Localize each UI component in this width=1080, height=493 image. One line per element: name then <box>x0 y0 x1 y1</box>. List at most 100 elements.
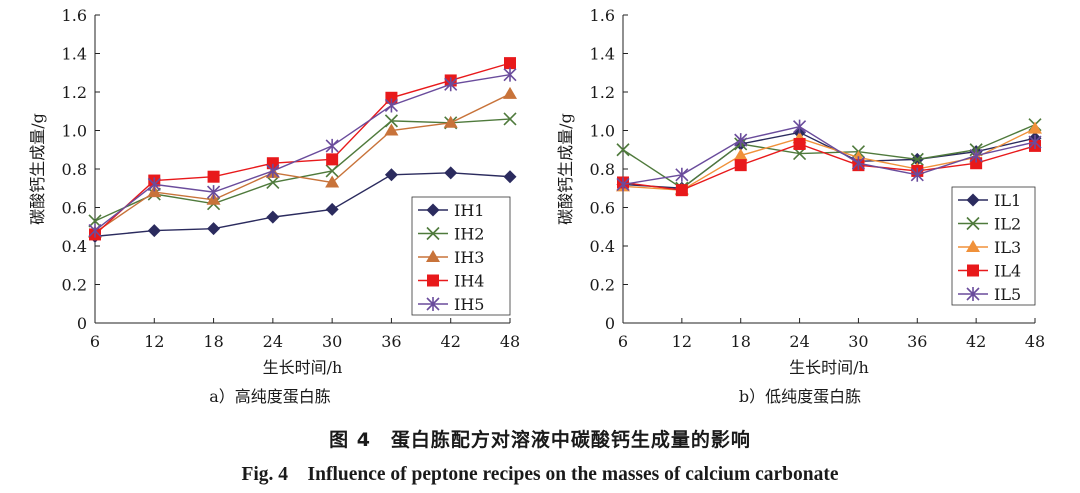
legend-marker <box>426 297 440 311</box>
x-tick-label: 24 <box>263 332 283 351</box>
legend-marker <box>427 274 439 287</box>
data-point <box>443 115 458 128</box>
legend-label: IL1 <box>994 191 1021 210</box>
y-tick-label: 0.8 <box>62 160 87 179</box>
chart-panel-2: 0 0.2 0.4 0.6 0.8 1.0 1.2 1.4 1.6 6 12 18 24 30 36 42 48… <box>556 6 1045 406</box>
data-point <box>616 177 630 192</box>
y-axis-label: 碳酸钙生成量/g <box>28 113 47 225</box>
y-tick-label: 0.4 <box>62 237 87 256</box>
series-IH4 <box>89 57 516 241</box>
x-tick-label: 6 <box>618 332 628 351</box>
y-tick-label: 0.4 <box>590 237 615 256</box>
x-tick-label: 12 <box>672 332 692 351</box>
legend-box <box>411 196 511 316</box>
x-tick-label: 18 <box>203 332 223 351</box>
data-point <box>266 163 280 178</box>
chart-subtitle: a）高纯度蛋白胨 <box>209 387 331 406</box>
legend-label: IH4 <box>454 272 484 291</box>
data-point <box>207 185 221 200</box>
legend-label: IL5 <box>994 285 1021 304</box>
data-point <box>207 170 220 183</box>
data-point <box>325 138 339 153</box>
data-point <box>384 98 398 113</box>
legend-marker <box>966 216 980 231</box>
data-point <box>910 167 924 182</box>
legend-marker <box>966 287 980 301</box>
data-point <box>444 166 458 180</box>
data-point <box>969 148 983 163</box>
y-tick-label: 1.2 <box>590 83 615 102</box>
figure-caption-chinese: 图 4 蛋白胨配方对溶液中碳酸钙生成量的影响 <box>329 429 751 451</box>
x-tick-label: 30 <box>322 332 342 351</box>
y-axis-label: 碳酸钙生成量/g <box>556 113 575 225</box>
data-point <box>266 157 279 170</box>
data-point <box>503 112 517 126</box>
data-point <box>384 114 398 128</box>
data-point <box>504 57 516 70</box>
legend-marker <box>426 226 440 241</box>
data-point <box>88 223 102 238</box>
series-line <box>94 62 511 235</box>
y-tick-label: 0.8 <box>590 160 615 179</box>
data-point <box>675 167 689 182</box>
legend-label: IH2 <box>454 225 484 244</box>
data-point <box>616 143 630 157</box>
data-point <box>734 133 748 148</box>
y-tick-label: 1.0 <box>590 122 615 141</box>
data-point <box>384 168 398 182</box>
data-point <box>147 224 161 238</box>
y-tick-label: 1.4 <box>62 45 87 64</box>
legend: IH1 IH2 IH3 IH4 IH5 <box>411 196 511 316</box>
y-tick-label: 0 <box>77 314 87 333</box>
y-tick-label: 1.6 <box>62 6 87 25</box>
series-line <box>94 93 511 234</box>
y-tick-label: 0.2 <box>590 276 615 295</box>
data-point <box>503 86 517 99</box>
data-point <box>147 177 161 192</box>
legend-label: IL2 <box>994 215 1021 234</box>
legend-label: IH3 <box>454 248 484 267</box>
data-point <box>325 202 339 216</box>
series-line <box>94 118 511 222</box>
figure-charts: 0 0.2 0.4 0.6 0.8 1.0 1.2 1.4 1.6 6 12 18 24 30 36 42 48… <box>28 6 1045 406</box>
data-point <box>88 214 102 228</box>
x-tick-label: 36 <box>381 332 401 351</box>
legend-marker <box>426 250 440 262</box>
data-point <box>734 159 747 172</box>
data-point <box>326 153 339 166</box>
data-point <box>325 164 339 178</box>
data-point <box>503 170 517 184</box>
x-tick-label: 30 <box>848 332 868 351</box>
data-point <box>385 91 398 104</box>
y-tick-label: 0.2 <box>62 276 87 295</box>
chart-subtitle: b）低纯度蛋白胨 <box>739 387 861 406</box>
x-tick-label: 48 <box>1025 332 1045 351</box>
data-point <box>733 148 748 161</box>
legend-label: IH1 <box>454 201 484 220</box>
x-axis-label: 生长时间/h <box>789 358 869 377</box>
data-point <box>970 157 983 170</box>
legend-marker <box>967 264 979 277</box>
legend-marker <box>426 203 440 217</box>
series-IH5 <box>88 67 517 238</box>
x-axis-label: 生长时间/h <box>263 358 343 377</box>
data-point <box>793 119 807 134</box>
data-point <box>1028 121 1042 134</box>
data-point <box>384 123 399 136</box>
data-point <box>266 210 280 224</box>
series-line <box>622 125 1036 186</box>
chart-panel-1: 0 0.2 0.4 0.6 0.8 1.0 1.2 1.4 1.6 6 12 18 24 30 36 42 48… <box>28 6 520 406</box>
data-point <box>503 67 517 82</box>
series-IL5 <box>616 119 1042 192</box>
x-tick-label: 36 <box>907 332 927 351</box>
y-tick-label: 0.6 <box>62 199 87 218</box>
series-line <box>94 172 511 238</box>
data-point <box>675 184 688 197</box>
y-tick-label: 1.4 <box>590 45 615 64</box>
legend-label: IL3 <box>994 238 1021 257</box>
series-line <box>94 73 511 232</box>
data-point <box>910 152 924 166</box>
legend-box <box>951 186 1036 306</box>
data-point <box>207 222 221 236</box>
x-tick-label: 12 <box>144 332 164 351</box>
